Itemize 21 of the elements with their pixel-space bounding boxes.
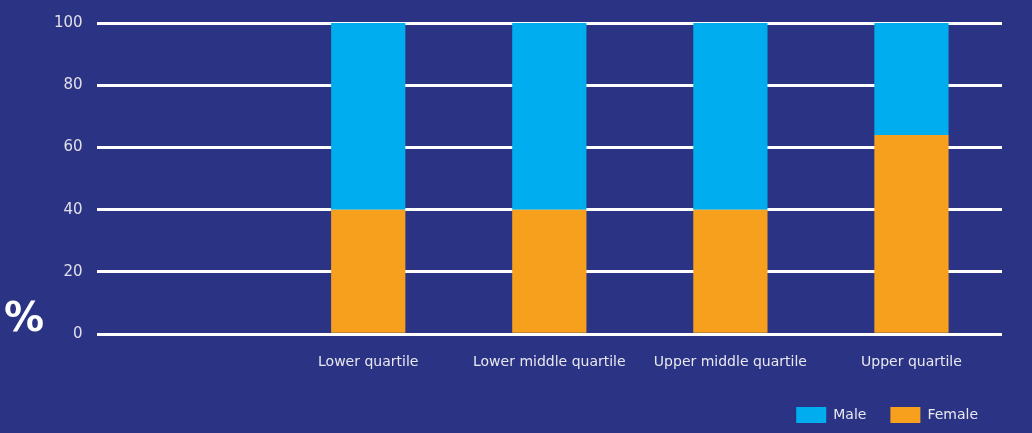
y-tick-label: 40 — [63, 199, 83, 218]
bar — [512, 209, 587, 333]
x-tick-label: Lower quartile — [318, 353, 419, 370]
bar — [512, 23, 587, 210]
bar — [693, 209, 768, 333]
x-tick-label: Lower middle quartile — [473, 353, 626, 370]
x-tick-label: Upper middle quartile — [653, 353, 807, 370]
legend-label: Female — [927, 405, 978, 422]
bar — [874, 135, 949, 333]
y-tick-label: 100 — [53, 12, 83, 31]
bar — [693, 23, 768, 210]
y-tick-label: 80 — [63, 75, 83, 94]
legend-label: Male — [833, 405, 867, 422]
y-axis-title: % — [4, 293, 45, 340]
bar — [331, 23, 406, 210]
bar — [874, 23, 949, 136]
y-tick-label: 20 — [63, 261, 83, 280]
y-tick-label: 60 — [63, 137, 83, 156]
y-tick-label: 0 — [73, 324, 83, 343]
x-tick-label: Upper quartile — [861, 353, 962, 370]
bar — [331, 209, 406, 333]
